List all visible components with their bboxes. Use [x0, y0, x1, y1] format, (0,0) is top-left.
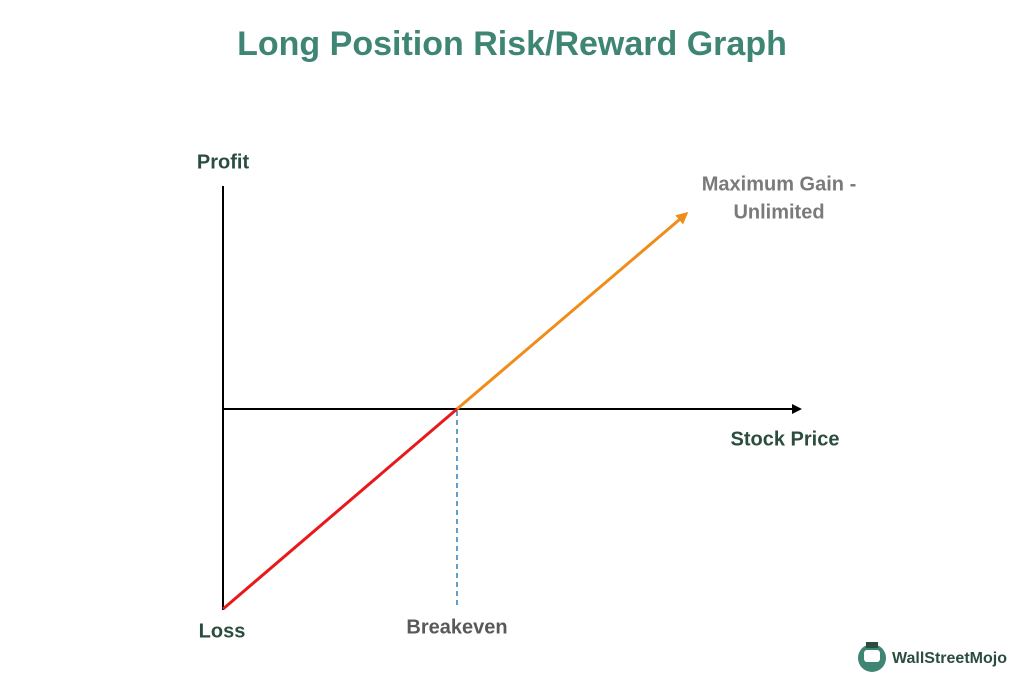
- loss-line: [222, 407, 458, 611]
- breakeven-label: Breakeven: [406, 616, 507, 638]
- loss-label: Loss: [199, 620, 246, 642]
- x-axis-label: Stock Price: [731, 428, 840, 450]
- logo: WallStreetMojo: [858, 642, 1007, 672]
- gain-line: [456, 212, 689, 411]
- logo-text: WallStreetMojo: [892, 650, 1007, 667]
- max-gain-label: Maximum Gain -: [702, 173, 856, 195]
- title: Long Position Risk/Reward Graph: [237, 25, 787, 63]
- y-axis-label: Profit: [197, 151, 250, 173]
- max-gain-label: Unlimited: [733, 201, 824, 223]
